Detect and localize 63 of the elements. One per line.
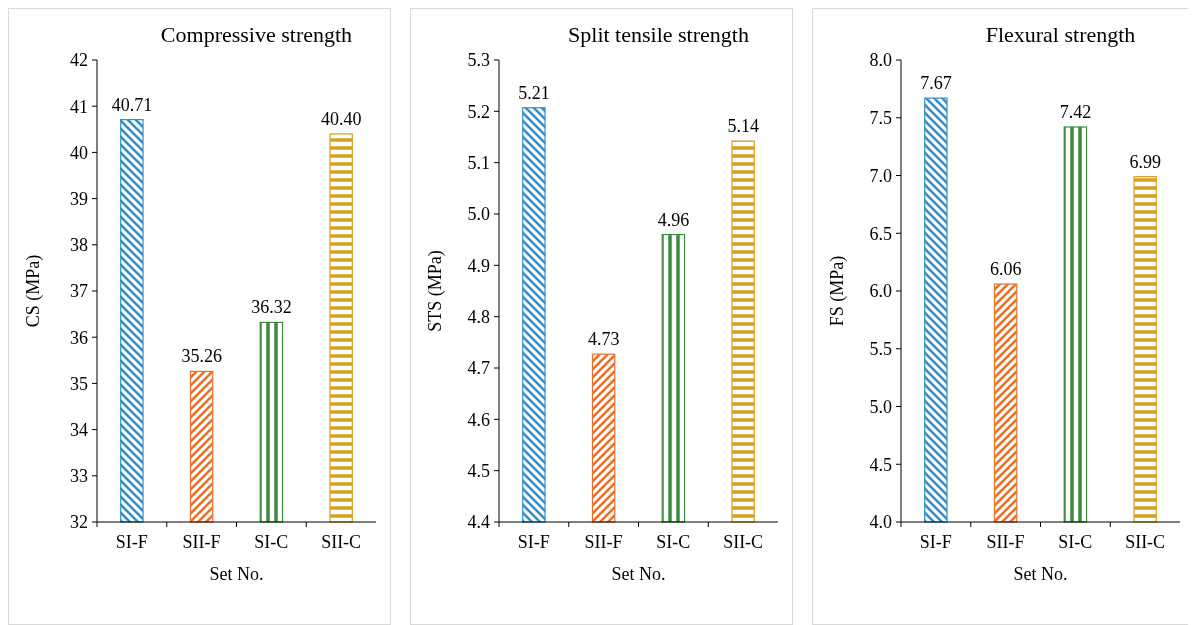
x-tick-label: SII-F [584, 532, 623, 553]
data-label: 5.14 [727, 116, 759, 137]
y-tick-label: 41 [70, 96, 88, 117]
y-tick-label: 7.0 [869, 165, 892, 186]
y-tick-label: 38 [70, 235, 88, 256]
data-label: 40.71 [111, 94, 153, 115]
y-tick-label: 40 [70, 142, 88, 163]
y-tick-label: 8.0 [869, 50, 892, 71]
x-tick-label: SII-F [182, 532, 221, 553]
data-label: 4.73 [587, 329, 620, 350]
data-label: 6.06 [989, 259, 1022, 280]
data-label: 7.67 [920, 73, 952, 94]
y-tick-label: 32 [70, 512, 88, 533]
y-tick-label: 7.5 [869, 108, 892, 129]
x-tick-label: SI-F [115, 532, 148, 553]
y-tick-label: 4.5 [869, 454, 892, 475]
x-tick-label: SI-C [1058, 532, 1093, 553]
y-tick-label: 6.0 [869, 281, 892, 302]
x-tick-label: SII-C [321, 532, 362, 553]
data-label: 5.21 [518, 82, 550, 103]
x-axis-title: Set No. [1013, 564, 1068, 585]
data-label: 4.96 [657, 209, 690, 230]
y-tick-label: 4.4 [467, 512, 490, 533]
y-tick-label: 5.0 [869, 396, 892, 417]
y-tick-label: 5.0 [467, 204, 490, 225]
x-axis-title: Set No. [611, 564, 666, 585]
data-label: 7.42 [1059, 101, 1092, 122]
y-tick-label: 4.6 [467, 409, 490, 430]
x-tick-label: SII-C [723, 532, 764, 553]
y-tick-label: 6.5 [869, 223, 892, 244]
y-tick-label: 4.8 [467, 306, 490, 327]
y-tick-label: 42 [70, 50, 88, 71]
y-tick-label: 5.1 [467, 152, 490, 173]
x-tick-label: SI-C [656, 532, 691, 553]
y-tick-label: 5.3 [467, 50, 490, 71]
y-tick-label: 4.0 [869, 512, 892, 533]
x-axis-title: Set No. [209, 564, 264, 585]
data-label: 35.26 [181, 346, 222, 367]
x-tick-label: SII-F [986, 532, 1025, 553]
chart-title: Flexural strength [985, 22, 1136, 47]
y-tick-label: 5.2 [467, 101, 490, 122]
chart-title: Compressive strength [160, 22, 353, 47]
y-tick-label: 39 [70, 188, 88, 209]
x-tick-label: SI-F [919, 532, 952, 553]
x-tick-label: SI-F [517, 532, 550, 553]
y-axis-title: CS (MPa) [23, 254, 44, 328]
x-tick-label: SI-C [254, 532, 289, 553]
y-tick-label: 4.7 [467, 358, 490, 379]
y-tick-label: 4.9 [467, 255, 490, 276]
y-axis-title: STS (MPa) [425, 250, 446, 332]
y-tick-label: 37 [70, 281, 88, 302]
data-label: 6.99 [1129, 151, 1161, 172]
y-axis-title: FS (MPa) [827, 255, 848, 327]
x-tick-label: SII-C [1125, 532, 1166, 553]
y-tick-label: 35 [70, 373, 88, 394]
y-tick-label: 34 [70, 419, 88, 440]
y-tick-label: 5.5 [869, 339, 892, 360]
y-tick-label: 33 [70, 466, 88, 487]
data-label: 36.32 [251, 297, 292, 318]
data-label: 40.40 [320, 108, 362, 129]
y-tick-label: 36 [70, 327, 88, 348]
y-tick-label: 4.5 [467, 460, 490, 481]
chart-title: Split tensile strength [568, 22, 749, 47]
